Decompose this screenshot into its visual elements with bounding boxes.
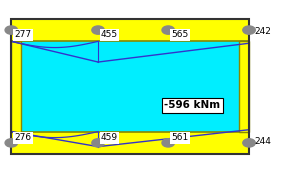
- Text: 244: 244: [255, 137, 272, 146]
- Circle shape: [5, 26, 18, 34]
- Circle shape: [5, 139, 18, 147]
- Text: 277: 277: [14, 30, 31, 39]
- FancyBboxPatch shape: [21, 41, 239, 132]
- Circle shape: [92, 139, 104, 147]
- Circle shape: [243, 139, 255, 147]
- Text: 276: 276: [14, 133, 31, 143]
- Circle shape: [162, 139, 174, 147]
- FancyBboxPatch shape: [239, 41, 249, 132]
- Text: 565: 565: [171, 30, 188, 39]
- Text: 561: 561: [171, 133, 188, 143]
- Circle shape: [162, 26, 174, 34]
- Text: 455: 455: [101, 30, 118, 39]
- Circle shape: [92, 26, 104, 34]
- FancyBboxPatch shape: [11, 41, 21, 132]
- Circle shape: [243, 26, 255, 34]
- FancyBboxPatch shape: [11, 19, 249, 41]
- Text: 459: 459: [101, 133, 118, 143]
- Text: -596 kNm: -596 kNm: [164, 100, 220, 110]
- Text: 242: 242: [255, 27, 272, 36]
- FancyBboxPatch shape: [11, 132, 249, 154]
- FancyBboxPatch shape: [11, 41, 249, 132]
